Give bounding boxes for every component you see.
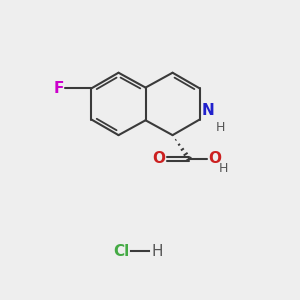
Text: H: H bbox=[216, 121, 225, 134]
Text: H: H bbox=[219, 162, 229, 175]
Text: N: N bbox=[202, 103, 215, 118]
Text: H: H bbox=[152, 244, 163, 259]
Text: O: O bbox=[208, 152, 221, 166]
Text: F: F bbox=[53, 81, 64, 96]
Text: Cl: Cl bbox=[113, 244, 129, 259]
Text: O: O bbox=[152, 152, 165, 166]
